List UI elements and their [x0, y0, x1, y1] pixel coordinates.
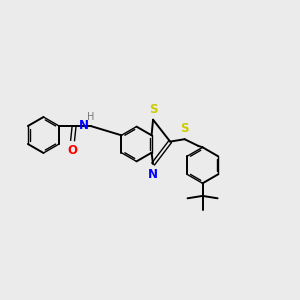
Text: S: S: [181, 122, 189, 135]
Text: H: H: [87, 112, 94, 122]
Text: S: S: [149, 103, 158, 116]
Text: O: O: [68, 144, 78, 157]
Text: N: N: [79, 119, 89, 132]
Text: N: N: [148, 168, 158, 181]
